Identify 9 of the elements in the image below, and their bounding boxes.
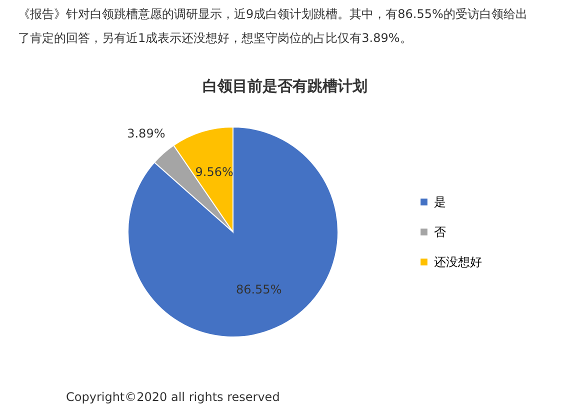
pie-slice [128, 126, 338, 338]
legend-label: 还没想好 [434, 255, 482, 269]
legend-label: 否 [434, 225, 446, 239]
data-label: 3.89% [127, 126, 166, 141]
data-label: 86.55% [236, 282, 282, 296]
chart-title: 白领目前是否有跳槽计划 [202, 77, 368, 95]
text: Copyright©2020 all rights reserved [66, 390, 280, 404]
text: 《报告》针对白领跳槽意愿的调研显示，近9成白领计划跳槽。其中，有86.55%的受访白领给出了肯定的回答，另有近1成表示还没想好，想坚守岗位的占比仅有3.89%。 [18, 7, 528, 45]
legend-label: 是 [434, 195, 446, 209]
